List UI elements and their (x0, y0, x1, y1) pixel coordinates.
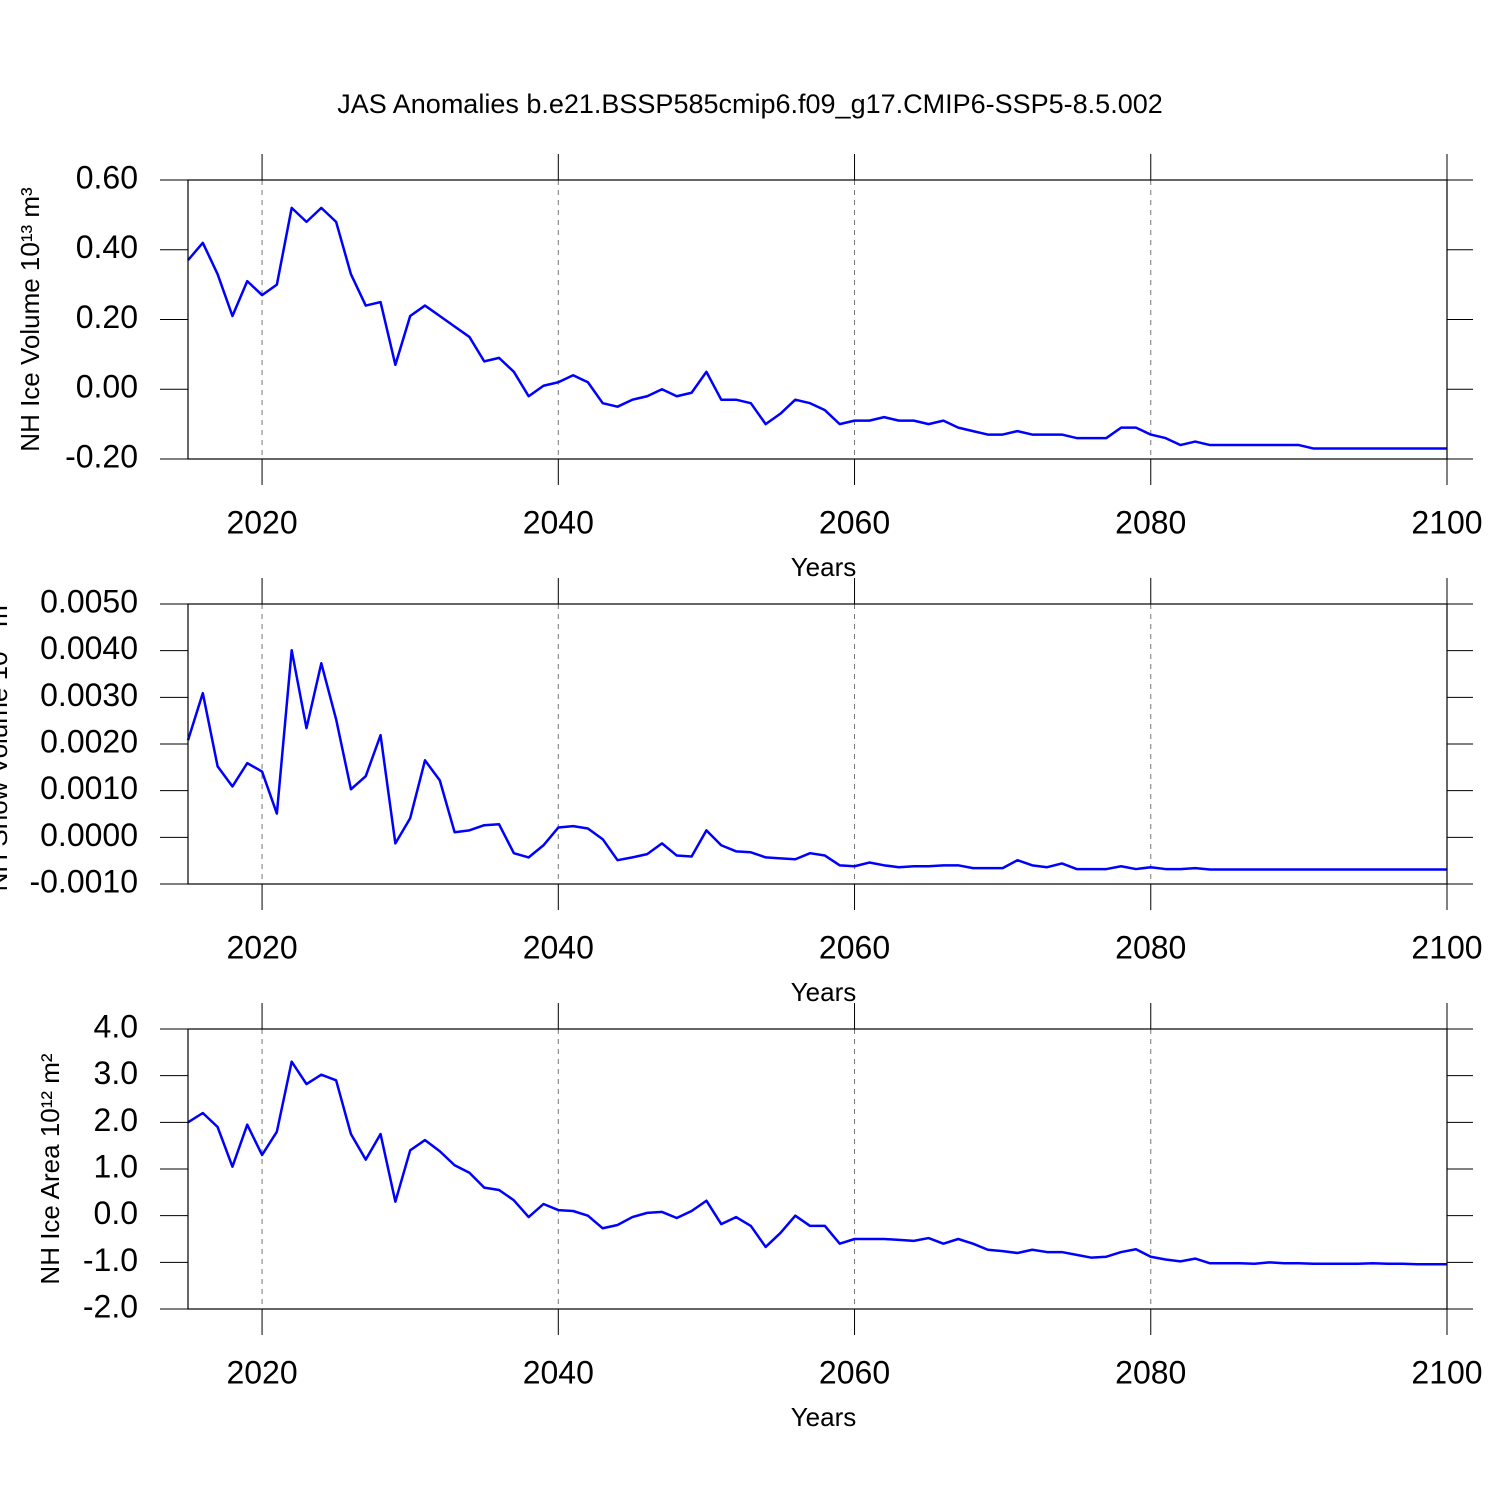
x-axis-label: Years (791, 977, 857, 1007)
y-tick-label: -0.20 (65, 438, 138, 474)
y-tick-label: 0.0 (94, 1195, 138, 1231)
x-tick-label: 2100 (1411, 504, 1482, 540)
y-tick-label: 2.0 (94, 1102, 138, 1138)
x-tick-label: 2040 (523, 929, 594, 965)
x-tick-label: 2080 (1115, 929, 1186, 965)
y-tick-label: -2.0 (83, 1288, 138, 1324)
y-tick-label: 0.0010 (40, 770, 138, 806)
y-tick-label: 0.40 (76, 229, 138, 265)
x-tick-label: 2060 (819, 929, 890, 965)
y-axis-label: NH Ice Area 10¹² m² (35, 1053, 65, 1285)
y-axis-label: NH Ice Volume 10¹³ m³ (15, 187, 45, 452)
x-axis-label: Years (791, 552, 857, 582)
y-tick-label: 0.0050 (40, 583, 138, 619)
y-tick-label: 4.0 (94, 1008, 138, 1044)
x-tick-label: 2020 (226, 1354, 297, 1390)
y-tick-label: 0.20 (76, 299, 138, 335)
data-line (187, 206, 1447, 450)
y-tick-label: 0.0030 (40, 677, 138, 713)
x-tick-label: 2040 (523, 1354, 594, 1390)
x-tick-label: 2100 (1411, 1354, 1482, 1390)
x-tick-label: 2040 (523, 504, 594, 540)
y-tick-label: -1.0 (83, 1242, 138, 1278)
chart-title: JAS Anomalies b.e21.BSSP585cmip6.f09_g17… (337, 89, 1163, 119)
x-tick-label: 2020 (226, 929, 297, 965)
y-axis-label: NH Snow Volume 10¹³ m³ (0, 596, 13, 891)
y-tick-label: 0.0000 (40, 817, 138, 853)
x-tick-label: 2020 (226, 504, 297, 540)
x-tick-label: 2080 (1115, 1354, 1186, 1390)
y-tick-label: 0.0020 (40, 723, 138, 759)
x-tick-label: 2100 (1411, 929, 1482, 965)
plot-frame (187, 1028, 1448, 1310)
y-tick-label: 1.0 (94, 1148, 138, 1184)
plot-frame (187, 179, 1448, 460)
y-tick-label: 0.0040 (40, 630, 138, 666)
x-tick-label: 2060 (819, 1354, 890, 1390)
x-axis-label: Years (791, 1402, 857, 1432)
plot-frame (187, 603, 1448, 885)
data-line (187, 1060, 1447, 1266)
data-line (186, 648, 1447, 871)
y-tick-label: 0.00 (76, 369, 138, 405)
x-tick-label: 2080 (1115, 504, 1186, 540)
y-tick-label: 0.60 (76, 159, 138, 195)
y-tick-label: 3.0 (94, 1055, 138, 1091)
x-tick-label: 2060 (819, 504, 890, 540)
y-tick-label: -0.0010 (29, 863, 138, 899)
